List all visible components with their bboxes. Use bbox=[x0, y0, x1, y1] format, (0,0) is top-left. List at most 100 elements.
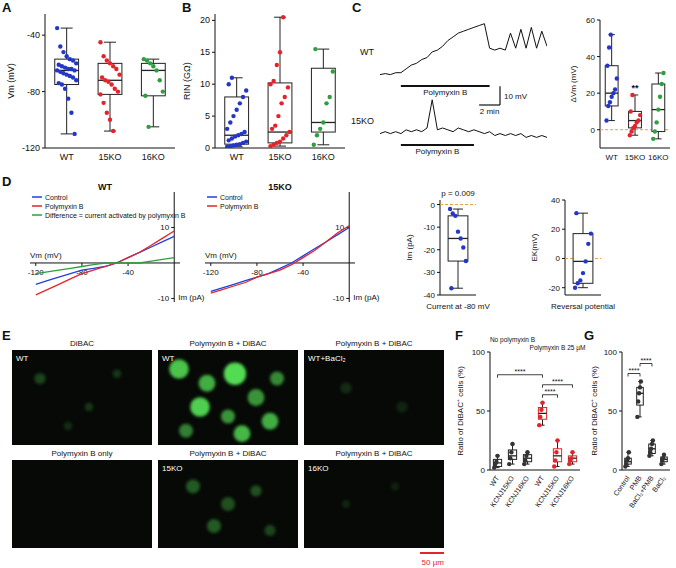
data-point bbox=[539, 408, 543, 412]
data-point bbox=[278, 139, 282, 143]
median bbox=[573, 261, 593, 262]
data-point bbox=[636, 118, 640, 122]
micrograph bbox=[12, 460, 152, 548]
y-tick-label: 0 bbox=[205, 143, 210, 153]
image-label: WT+BaCl₂ bbox=[308, 354, 346, 363]
y-tick bbox=[597, 56, 600, 57]
data-point bbox=[105, 111, 109, 115]
cell bbox=[250, 485, 261, 496]
data-point bbox=[660, 82, 664, 86]
micrograph bbox=[158, 350, 298, 445]
x-tick bbox=[303, 263, 304, 266]
data-point bbox=[649, 447, 653, 451]
data-point bbox=[281, 15, 285, 19]
y-axis-label: EK(mV) bbox=[530, 233, 539, 261]
plot-area bbox=[623, 379, 667, 468]
iv-curve bbox=[36, 231, 174, 295]
y-tick bbox=[346, 298, 349, 299]
x-tick-label: WT bbox=[605, 153, 618, 162]
significance-bracket bbox=[498, 375, 543, 378]
drug-label: Polymyxin B bbox=[415, 147, 459, 156]
y-tick-label: -10 bbox=[333, 294, 345, 303]
data-point bbox=[321, 120, 325, 124]
scale-bar-x bbox=[479, 104, 500, 105]
y-axis-label: Ratio of DiBAC⁺ cells (%) bbox=[590, 366, 599, 456]
data-point bbox=[244, 139, 248, 143]
image-header: Polymyxin B + DiBAC bbox=[189, 449, 266, 458]
y-axis bbox=[349, 192, 350, 302]
trace bbox=[380, 100, 547, 138]
data-point bbox=[286, 85, 290, 89]
x-tick bbox=[210, 263, 211, 266]
data-point bbox=[635, 415, 639, 419]
data-point bbox=[448, 207, 452, 211]
whisker-cap bbox=[147, 59, 159, 60]
data-point bbox=[581, 271, 585, 275]
data-point bbox=[555, 438, 559, 442]
data-point bbox=[228, 120, 232, 124]
data-point bbox=[653, 129, 657, 133]
x-axis-label: Reversal potential bbox=[551, 302, 615, 311]
data-point bbox=[461, 245, 465, 249]
plot-area bbox=[440, 205, 476, 291]
x-tick bbox=[81, 263, 82, 266]
y-tick bbox=[212, 84, 215, 85]
plot-area bbox=[225, 15, 336, 148]
whisker-cap bbox=[578, 213, 588, 214]
data-point bbox=[58, 44, 62, 48]
legend-label: Control bbox=[220, 194, 243, 201]
data-point bbox=[661, 71, 665, 75]
iv-curve bbox=[211, 226, 349, 293]
y-tick-label: 60 bbox=[586, 16, 595, 25]
data-point bbox=[154, 68, 158, 72]
legend-swatch bbox=[32, 214, 42, 216]
y-tick-label: 50 bbox=[476, 407, 485, 416]
image-header: Polymyxin B + DiBAC bbox=[189, 339, 266, 348]
data-point bbox=[613, 87, 617, 91]
data-point bbox=[636, 399, 640, 403]
whisker-cap bbox=[317, 49, 329, 50]
box bbox=[493, 459, 501, 466]
trace bbox=[380, 24, 547, 75]
y-tick-label: 0 bbox=[556, 254, 561, 263]
data-point bbox=[101, 101, 105, 105]
cell bbox=[85, 403, 93, 411]
data-point bbox=[538, 415, 542, 419]
micrograph bbox=[12, 350, 152, 445]
whisker-cap bbox=[274, 146, 286, 147]
plot-area bbox=[211, 226, 349, 293]
data-point bbox=[608, 100, 612, 104]
y-axis-label: Ratio of DiBAC⁺ cells (%) bbox=[456, 366, 465, 456]
y-tick bbox=[597, 93, 600, 94]
x-tick-label: -40 bbox=[297, 268, 309, 277]
x-axis-label: Vm (mV) bbox=[30, 251, 62, 260]
x-tick bbox=[35, 263, 36, 266]
data-point bbox=[494, 460, 498, 464]
cell bbox=[64, 422, 72, 430]
y-tick bbox=[212, 148, 215, 149]
group-label: No polymyxin B bbox=[490, 336, 535, 344]
data-point bbox=[161, 89, 165, 93]
data-point bbox=[234, 108, 238, 112]
cell bbox=[262, 413, 279, 430]
data-point bbox=[583, 259, 587, 263]
y-tick-label: 0 bbox=[431, 201, 436, 210]
y-tick bbox=[437, 295, 440, 296]
y-tick bbox=[171, 227, 174, 228]
data-point bbox=[268, 82, 272, 86]
x-tick-label: KCNJ16KO bbox=[504, 474, 531, 508]
box bbox=[448, 216, 468, 261]
scale-bar bbox=[420, 552, 444, 554]
x-axis bbox=[600, 148, 670, 149]
y-tick bbox=[212, 116, 215, 117]
x-axis bbox=[45, 148, 175, 149]
cell bbox=[186, 479, 200, 493]
data-point bbox=[629, 109, 633, 113]
data-point bbox=[453, 214, 457, 218]
drug-bar bbox=[401, 144, 474, 146]
data-point bbox=[244, 88, 248, 92]
legend-label: Difference = current activated by polymy… bbox=[45, 212, 186, 220]
data-point bbox=[98, 40, 102, 44]
y-axis bbox=[174, 192, 175, 302]
cell bbox=[391, 482, 399, 490]
